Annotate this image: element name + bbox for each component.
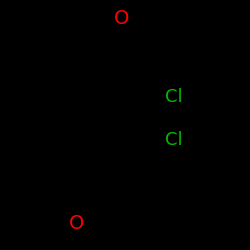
Text: Cl: Cl [165, 88, 182, 106]
Text: Cl: Cl [165, 131, 182, 149]
Text: O: O [114, 9, 130, 28]
Text: O: O [69, 214, 84, 233]
